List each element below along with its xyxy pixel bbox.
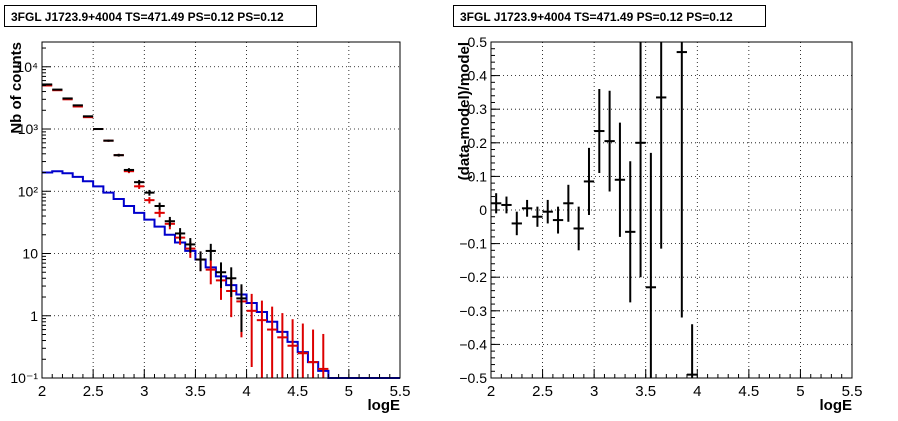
x-tick-label: 2.5 (532, 383, 553, 400)
y-tick-label: −0.5 (459, 370, 487, 386)
y-tick-label: −0.1 (459, 236, 487, 252)
y-tick-label: 0.1 (468, 168, 488, 184)
x-axis-title: logE (368, 397, 401, 414)
y-tick-label: 0.5 (468, 34, 488, 50)
residuals-panel: 2 2.5 3 3.5 4 4.5 5 5.5 −0.5 −0.4 −0.3 −0.2 −0.1 0 0.1… (456, 34, 862, 414)
x-axis-title: logE (820, 397, 853, 414)
residuals-plot-title: 3FGL J1723.9+4004 TS=471.49 PS=0.12 PS=0… (453, 5, 766, 27)
y-tick-label: −0.3 (459, 303, 487, 319)
x-tick-label: 3.5 (635, 383, 656, 400)
x-tick-label: 4.5 (738, 383, 759, 400)
y-tick-label: 0.4 (468, 68, 488, 84)
x-tick-label: 2.5 (83, 383, 104, 400)
x-tick-label: 2 (38, 383, 46, 400)
y-axis-title: Nb of counts (8, 42, 25, 134)
y-tick-label: −0.4 (459, 336, 487, 352)
y-tick-label: 10² (18, 183, 39, 199)
y-tick-label: 10⁴ (16, 59, 38, 75)
x-tick-label: 5.5 (842, 383, 863, 400)
x-tick-label: 5 (796, 383, 804, 400)
y-tick-label: 10³ (18, 121, 39, 137)
counts-panel: 2 2.5 3 3.5 4 4.5 5 5.5 10⁻¹ 1 10 10² 10³ 10⁴ logE Nb o… (8, 41, 411, 414)
y-tick-label: 0.3 (468, 101, 488, 117)
y-axis-title: (data-model)/model (456, 42, 473, 180)
counts-plot-title: 3FGL J1723.9+4004 TS=471.49 PS=0.12 PS=0… (4, 5, 317, 27)
plot-area (42, 42, 400, 378)
x-tick-label: 3.5 (185, 383, 206, 400)
x-tick-label: 5 (345, 383, 353, 400)
x-tick-label: 4 (693, 383, 701, 400)
x-tick-label: 4 (242, 383, 250, 400)
y-tick-label: 0.2 (468, 135, 488, 151)
x-tick-label: 3 (590, 383, 598, 400)
x-tick-label: 4.5 (287, 383, 308, 400)
y-tick-label: 0 (479, 202, 487, 218)
y-tick-label: 1 (30, 308, 38, 324)
y-tick-label: −0.2 (459, 269, 487, 285)
y-tick-label: 10 (22, 246, 38, 262)
x-tick-label: 3 (140, 383, 148, 400)
x-tick-label: 2 (487, 383, 495, 400)
x-tick-label: 5.5 (390, 383, 411, 400)
y-tick-label: 10⁻¹ (10, 370, 38, 386)
